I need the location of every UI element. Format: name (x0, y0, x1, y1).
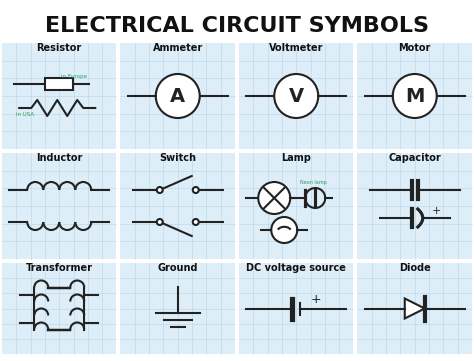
Bar (357, 153, 472, 259)
Bar (120, 43, 235, 149)
Text: +: + (311, 293, 321, 306)
Text: Capacitor: Capacitor (388, 153, 441, 163)
Circle shape (156, 74, 200, 118)
Bar (120, 153, 235, 259)
Text: Ground: Ground (157, 263, 198, 273)
Text: Transformer: Transformer (26, 263, 93, 273)
Bar (239, 263, 354, 354)
Text: ELECTRICAL CIRCUIT SYMBOLS: ELECTRICAL CIRCUIT SYMBOLS (45, 16, 429, 36)
Text: Resistor: Resistor (36, 43, 82, 53)
Circle shape (274, 74, 318, 118)
Text: in USA: in USA (16, 112, 35, 117)
Text: A: A (170, 87, 185, 105)
Bar (2, 263, 117, 354)
Text: Diode: Diode (399, 263, 430, 273)
Text: +: + (432, 206, 441, 216)
Circle shape (157, 219, 163, 225)
Bar (45, 78, 73, 90)
Text: Voltmeter: Voltmeter (269, 43, 323, 53)
Bar (239, 153, 354, 259)
Text: DC voltage source: DC voltage source (246, 263, 346, 273)
Circle shape (193, 187, 199, 193)
Circle shape (271, 217, 297, 243)
Polygon shape (405, 299, 425, 318)
Circle shape (393, 74, 437, 118)
Text: Lamp: Lamp (281, 153, 311, 163)
Bar (357, 263, 472, 354)
Circle shape (258, 182, 290, 214)
Text: M: M (405, 87, 424, 105)
Text: in Europe: in Europe (61, 74, 87, 79)
Bar (239, 43, 354, 149)
Circle shape (157, 187, 163, 193)
Bar (2, 43, 117, 149)
Text: V: V (289, 87, 304, 105)
Text: Neon lamp: Neon lamp (300, 180, 327, 185)
Bar (357, 43, 472, 149)
Bar (2, 153, 117, 259)
Text: Ammeter: Ammeter (153, 43, 203, 53)
Text: Switch: Switch (159, 153, 196, 163)
Circle shape (193, 219, 199, 225)
Bar (120, 263, 235, 354)
Text: Motor: Motor (399, 43, 431, 53)
Text: Inductor: Inductor (36, 153, 82, 163)
